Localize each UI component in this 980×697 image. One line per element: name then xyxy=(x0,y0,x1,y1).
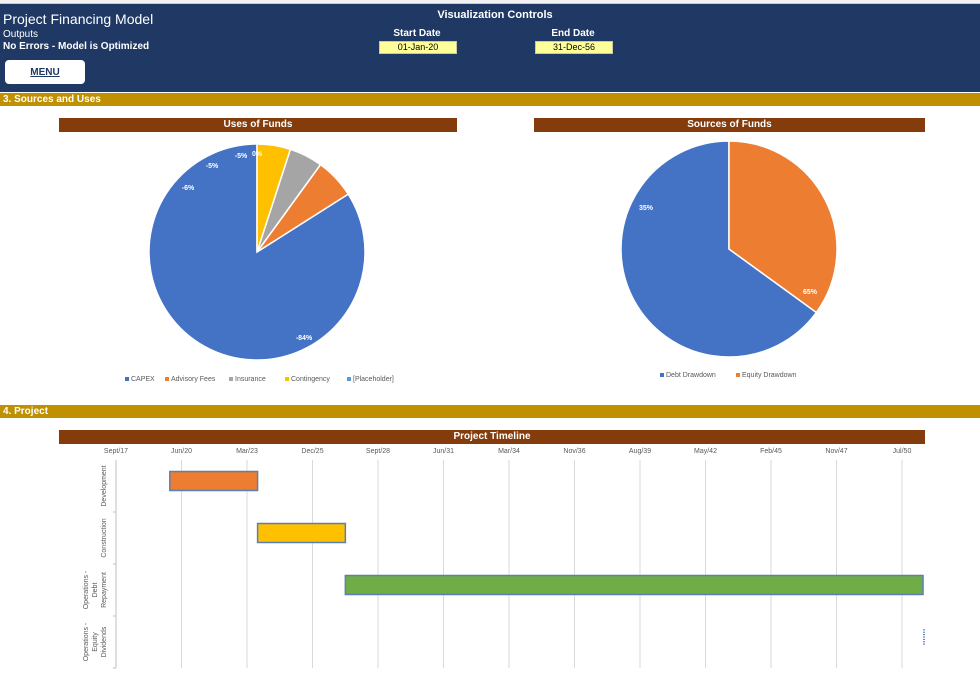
visualization-controls-title: Visualization Controls xyxy=(437,9,553,21)
end-date-label: End Date xyxy=(551,28,595,39)
start-date-label: Start Date xyxy=(393,28,441,39)
uses-of-funds-legend-label: CAPEX xyxy=(131,376,155,383)
uses-of-funds-legend-label: [Placeholder] xyxy=(353,376,394,383)
svg-text:Operations -: Operations - xyxy=(83,570,90,609)
uses-of-funds-legend-swatch xyxy=(165,377,169,381)
sources-of-funds-data-label: 35% xyxy=(639,205,654,212)
section-project: 4. Project xyxy=(0,405,980,418)
svg-text:Operations -: Operations - xyxy=(83,622,90,661)
header-panel: Project Financing Model Outputs No Error… xyxy=(0,4,980,92)
uses-chart-title: Uses of Funds xyxy=(59,118,457,132)
timeline-x-tick-label: May/42 xyxy=(694,448,717,455)
svg-text:Development: Development xyxy=(101,465,108,506)
timeline-x-tick-label: Jun/20 xyxy=(171,448,192,455)
sources-of-funds-legend-label: Debt Drawdown xyxy=(666,372,716,379)
project-timeline-chart: Sept/17 Jun/20 Mar/23 Dec/25 Sept/28 Jun/31 Ma… xyxy=(83,448,925,669)
uses-of-funds-legend-label: Advisory Fees xyxy=(171,376,216,383)
timeline-bar-equity-dividends xyxy=(923,629,925,645)
sources-of-funds-legend-label: Equity Drawdown xyxy=(742,372,797,379)
sources-of-funds-chart: 65% 35% Debt Drawdown Equity Drawdown xyxy=(620,140,838,379)
uses-of-funds-data-label: 0% xyxy=(252,151,263,158)
start-date-input[interactable]: 01-Jan-20 xyxy=(379,41,457,54)
svg-text:Debt: Debt xyxy=(92,583,99,598)
svg-text:Construction: Construction xyxy=(101,518,108,557)
svg-text:Repayment: Repayment xyxy=(101,572,108,608)
timeline-x-tick-label: Dec/25 xyxy=(301,448,323,455)
uses-of-funds-legend-swatch xyxy=(285,377,289,381)
timeline-x-tick-label: Mar/23 xyxy=(236,448,258,455)
timeline-category-label: Development xyxy=(101,465,108,506)
timeline-x-tick-label: Mar/34 xyxy=(498,448,520,455)
uses-of-funds-legend-label: Insurance xyxy=(235,376,266,383)
timeline-x-tick-label: Sept/28 xyxy=(366,448,390,455)
svg-text:Equity: Equity xyxy=(92,632,99,652)
timeline-chart-title: Project Timeline xyxy=(59,430,925,444)
uses-of-funds-legend-swatch xyxy=(229,377,233,381)
svg-text:Dividends: Dividends xyxy=(101,626,108,657)
uses-of-funds-data-label: -5% xyxy=(235,153,248,160)
timeline-x-tick-label: Jul/50 xyxy=(893,448,912,455)
timeline-x-tick-label: Jun/31 xyxy=(433,448,454,455)
uses-of-funds-legend-label: Contingency xyxy=(291,376,330,383)
timeline-x-tick-label: Aug/39 xyxy=(629,448,651,455)
timeline-bar-operations-debt-repayment xyxy=(344,574,924,596)
menu-button[interactable]: MENU xyxy=(5,60,85,84)
timeline-category-label: Operations - Debt Repayment xyxy=(83,570,108,609)
uses-of-funds-data-label: -84% xyxy=(296,335,313,342)
outputs-label: Outputs xyxy=(3,29,39,40)
section-sources-uses: 3. Sources and Uses xyxy=(0,93,980,106)
timeline-x-tick-label: Nov/36 xyxy=(563,448,585,455)
timeline-bar-development xyxy=(169,470,259,492)
sources-of-funds-slice xyxy=(620,140,818,358)
end-date-input[interactable]: 31-Dec-56 xyxy=(535,41,613,54)
sources-of-funds-legend-swatch xyxy=(660,373,664,377)
timeline-x-tick-label: Sept/17 xyxy=(104,448,128,455)
timeline-x-tick-label: Feb/45 xyxy=(760,448,782,455)
app-title: Project Financing Model xyxy=(3,11,154,27)
sources-of-funds-legend-swatch xyxy=(736,373,740,377)
uses-of-funds-data-label: -6% xyxy=(182,185,195,192)
sources-chart-title: Sources of Funds xyxy=(534,118,925,132)
timeline-category-label: Operations - Equity Dividends xyxy=(83,622,108,661)
uses-of-funds-data-label: -5% xyxy=(206,163,219,170)
sources-of-funds-data-label: 65% xyxy=(803,289,818,296)
timeline-x-tick-label: Nov/47 xyxy=(825,448,847,455)
uses-of-funds-legend-swatch xyxy=(347,377,351,381)
model-status: No Errors - Model is Optimized xyxy=(3,41,150,52)
uses-of-funds-legend-swatch xyxy=(125,377,129,381)
uses-of-funds-slice xyxy=(148,143,366,361)
timeline-category-label: Construction xyxy=(101,518,108,557)
timeline-bar-construction xyxy=(256,522,347,544)
sources-of-funds-slice xyxy=(728,140,838,314)
column-ruler xyxy=(0,0,980,4)
uses-of-funds-chart: -84% -6% -5% -5% 0% CAPEX Advisory Fees Insuran… xyxy=(125,143,394,383)
uses-of-funds-slice xyxy=(256,143,292,253)
